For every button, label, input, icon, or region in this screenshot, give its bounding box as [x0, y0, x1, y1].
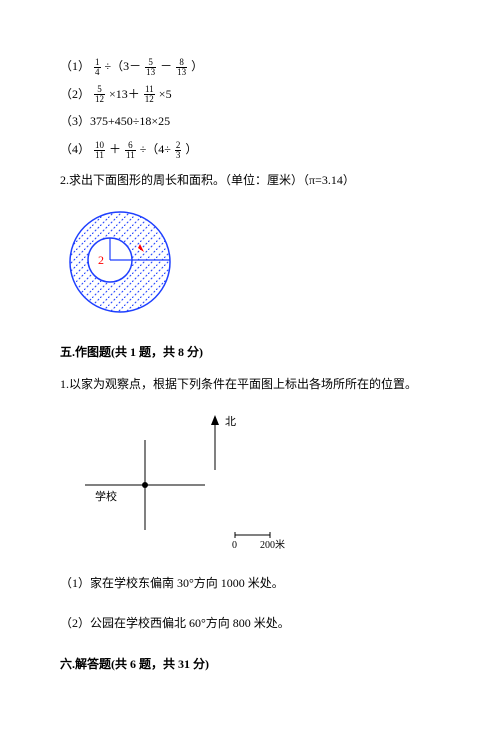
- eq4-frac1: 1011: [94, 141, 105, 160]
- annulus-figure: 2: [60, 202, 180, 322]
- question-2: 2.求出下面图形的周长和面积。（单位：厘米）（π=3.14）: [60, 170, 440, 192]
- eq2-label: （2）: [60, 87, 90, 101]
- section-5-title: 五.作图题(共 1 题，共 8 分): [60, 342, 440, 364]
- eq4-frac3: 23: [175, 141, 182, 160]
- eq1-label: （1）: [60, 59, 90, 73]
- eq4-label: （4）: [60, 142, 90, 156]
- eq3-label: （3）375+450÷18×25: [60, 114, 170, 128]
- eq2-frac2: 1112: [144, 85, 155, 104]
- inner-radius-label: 2: [98, 253, 104, 267]
- section-6-title: 六.解答题(共 6 题，共 31 分): [60, 654, 440, 676]
- eq2-frac1: 512: [94, 85, 105, 104]
- eq1-frac2: 513: [145, 58, 156, 77]
- school-label: 学校: [95, 489, 117, 503]
- scale-0: 0: [232, 540, 237, 551]
- scale-200: 200米: [260, 538, 285, 551]
- eq1-frac1: 14: [94, 58, 101, 77]
- section-5-sub-1: （1）家在学校东偏南 30°方向 1000 米处。: [60, 573, 440, 595]
- north-label: 北: [225, 415, 236, 428]
- origin-point: [142, 482, 148, 488]
- north-arrow-icon: [211, 415, 219, 425]
- section-5-sub-2: （2）公园在学校西偏北 60°方向 800 米处。: [60, 613, 440, 635]
- equation-1: （1） 14 ÷（3－ 513 － 813 ）: [60, 56, 440, 78]
- section-5-question-1: 1.以家为观察点，根据下列条件在平面图上标出各场所所在的位置。: [60, 374, 440, 396]
- equation-3: （3）375+450÷18×25: [60, 111, 440, 133]
- eq4-frac2: 611: [125, 141, 136, 160]
- equation-4: （4） 1011 ＋ 611 ÷（4÷ 23 ）: [60, 139, 440, 161]
- equation-2: （2） 512 ×13＋ 1112 ×5: [60, 84, 440, 106]
- eq1-frac3: 813: [176, 58, 187, 77]
- coordinate-figure: 北 学校 0 200米: [60, 405, 320, 555]
